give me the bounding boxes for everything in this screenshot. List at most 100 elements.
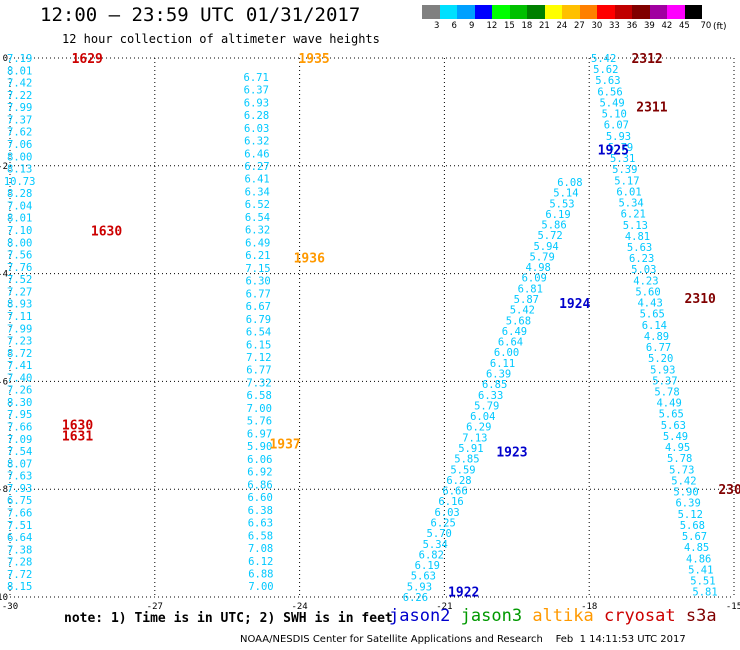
swh-value: 5.59 — [450, 464, 475, 476]
pass-time-label: 1630 — [91, 224, 122, 239]
swh-value: 8.72 — [7, 348, 32, 360]
swh-value: 6.00 — [494, 347, 519, 359]
swh-value: 6.03 — [244, 123, 269, 135]
y-tick-label: 0 — [3, 54, 8, 64]
swh-value: 5.34 — [423, 539, 448, 551]
swh-value: 6.04 — [470, 411, 495, 423]
swh-value: 6.77 — [246, 365, 271, 377]
colorbar-tick-label: 24 — [556, 21, 568, 31]
pass-time-label: 1922 — [448, 586, 479, 601]
swh-value: 5.53 — [549, 198, 574, 210]
swh-value: 5.94 — [533, 241, 558, 253]
colorbar-swatch — [562, 5, 580, 19]
colorbar-tick-label: 6 — [451, 21, 457, 31]
swh-value: 6.08 — [557, 177, 582, 189]
swh-value: 4.86 — [686, 553, 711, 565]
swh-value: 6.39 — [675, 498, 700, 510]
swh-value: 6.67 — [246, 301, 271, 313]
x-tick-label: -24 — [291, 602, 307, 612]
colorbar-tick-label: 70 — [700, 21, 712, 31]
swh-value: 7.38 — [7, 544, 32, 556]
swh-value: 6.88 — [248, 568, 273, 580]
colorbar-tick-label: 21 — [539, 21, 550, 31]
pass-time-label: 2311 — [636, 101, 667, 116]
swh-value: 7.40 — [7, 372, 32, 384]
swh-value: 8.15 — [7, 581, 32, 593]
swh-value: 5.90 — [247, 441, 272, 453]
swh-value: 6.63 — [248, 518, 273, 530]
swh-value: 4.23 — [633, 275, 658, 287]
swh-value: 6.25 — [431, 518, 456, 530]
chart-title: 12:00 – 23:59 UTC 01/31/2017 — [40, 4, 361, 26]
colorbar-tick-label: 9 — [469, 21, 475, 31]
swh-value: 6.33 — [478, 390, 503, 402]
swh-value: 6.75 — [7, 495, 32, 507]
swh-value: 6.38 — [248, 505, 273, 517]
colorbar-swatch — [474, 5, 492, 19]
swh-value: 6.29 — [466, 422, 491, 434]
swh-value: 7.76 — [7, 262, 32, 274]
swh-value: 5.42 — [671, 475, 696, 487]
swh-value: 6.32 — [245, 225, 270, 237]
swh-value: 5.63 — [661, 420, 686, 432]
swh-value: 5.62 — [593, 64, 618, 76]
legend-entry-altika: altika — [532, 606, 604, 626]
swh-value: 5.68 — [680, 520, 705, 532]
swh-value: 6.56 — [597, 86, 622, 98]
colorbar-swatch — [492, 5, 510, 19]
swh-value: 6.77 — [646, 342, 671, 354]
y-tick-label: -10 — [0, 593, 8, 603]
swh-value: 5.90 — [673, 487, 698, 499]
swh-value: 6.26 — [403, 592, 428, 604]
colorbar-swatch — [649, 5, 667, 19]
colorbar-tick-label: 36 — [626, 21, 638, 31]
colorbar-swatch — [422, 5, 440, 19]
chart-subtitle: 12 hour collection of altimeter wave hei… — [62, 32, 380, 46]
swh-value: 7.66 — [7, 422, 32, 434]
swh-value: 6.66 — [442, 486, 467, 498]
swh-value: 5.20 — [648, 353, 673, 365]
swh-value: 4.43 — [637, 298, 662, 310]
swh-value: 7.63 — [7, 471, 32, 483]
colorbar-swatch — [579, 5, 597, 19]
swh-value: 5.78 — [667, 453, 692, 465]
colorbar-tick-label: 30 — [591, 21, 603, 31]
swh-value: 7.32 — [246, 377, 271, 389]
colorbar-swatch — [527, 5, 545, 19]
swh-value: 7.52 — [7, 274, 32, 286]
colorbar-swatch — [439, 5, 457, 19]
swh-value: 4.81 — [625, 231, 650, 243]
x-tick-label: -18 — [581, 602, 597, 612]
swh-value: 5.79 — [530, 251, 555, 263]
swh-value: 8.07 — [7, 458, 32, 470]
swh-value: 7.72 — [7, 569, 32, 581]
wave-height-values: 7.198.017.427.227.997.377.627.068.008.13… — [4, 53, 718, 604]
swh-value: 7.11 — [7, 311, 32, 323]
swh-value: 7.04 — [7, 200, 32, 212]
swh-value: 7.93 — [7, 483, 32, 495]
swh-value: 7.08 — [248, 543, 273, 555]
swh-value: 8.30 — [7, 397, 32, 409]
colorbar-tick-label: 42 — [661, 21, 673, 31]
y-tick-label: -2 — [0, 162, 8, 172]
swh-value: 6.39 — [486, 369, 511, 381]
swh-value: 4.98 — [526, 262, 551, 274]
pass-time-label: 1937 — [269, 437, 300, 452]
swh-value: 5.49 — [599, 97, 624, 109]
swh-value: 5.67 — [682, 531, 707, 543]
swh-value: 6.28 — [244, 110, 269, 122]
swh-value: 7.66 — [7, 508, 32, 520]
swh-value: 10.73 — [4, 176, 36, 188]
swh-value: 8.00 — [7, 237, 32, 249]
swh-value: 5.76 — [247, 416, 272, 428]
swh-value: 5.37 — [652, 375, 677, 387]
swh-value: 4.49 — [656, 398, 681, 410]
colorbar-tick-label: 27 — [574, 21, 585, 31]
pass-time-label: 1923 — [496, 445, 527, 460]
swh-value: 8.93 — [7, 299, 32, 311]
swh-value: 6.58 — [247, 390, 272, 402]
swh-value: 6.64 — [498, 337, 523, 349]
swh-value: 5.51 — [690, 575, 715, 587]
swh-value: 7.42 — [7, 78, 32, 90]
x-tick-label: -30 — [2, 602, 18, 612]
